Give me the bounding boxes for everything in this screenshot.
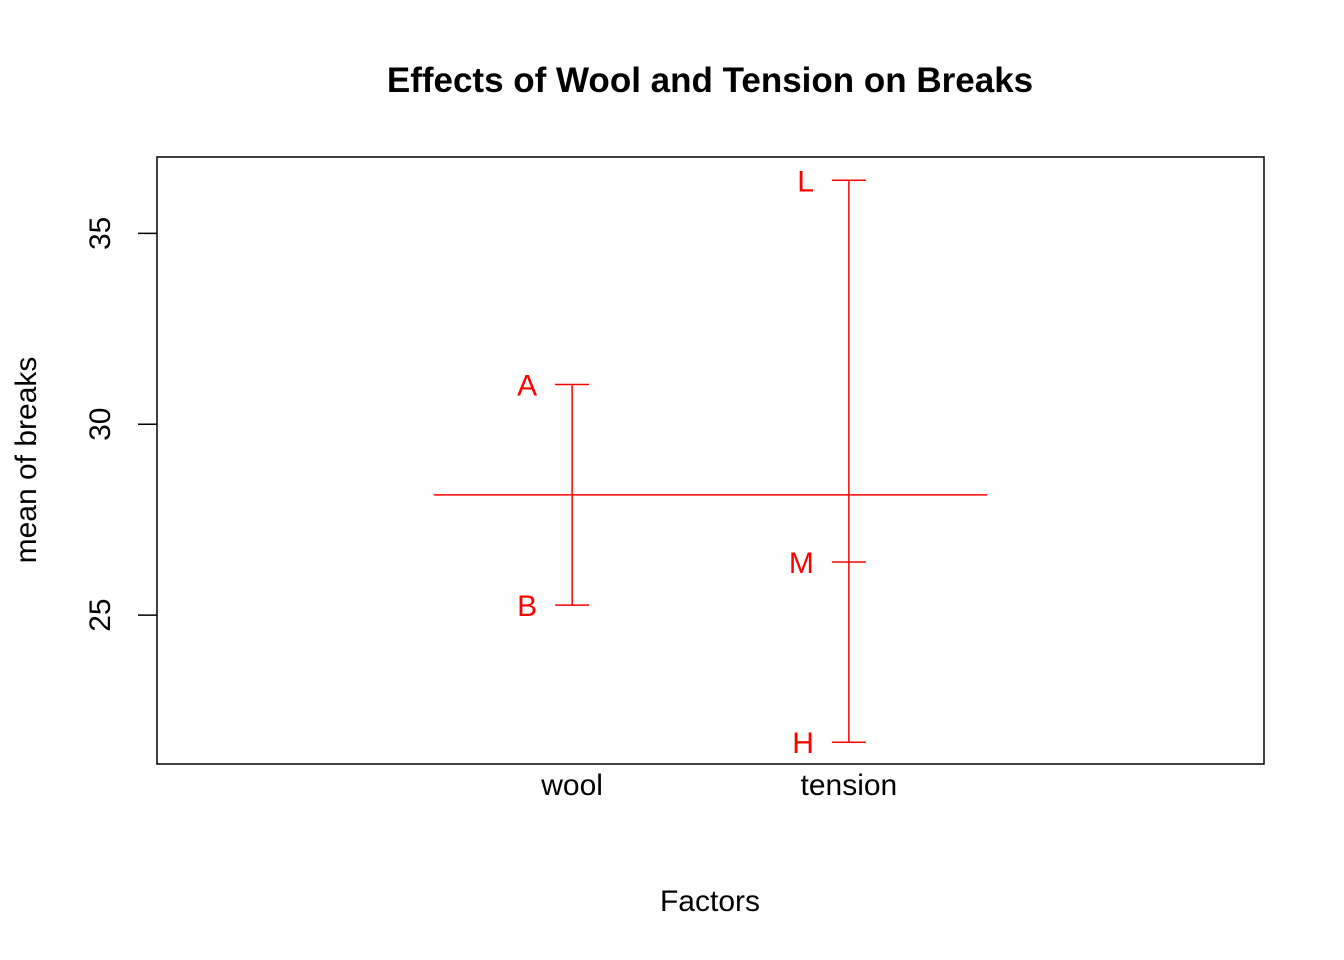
- plot-frame: [156, 156, 1265, 765]
- y-tick-label-25: 25: [84, 598, 117, 631]
- level-label-M: M: [789, 547, 814, 580]
- level-label-A: A: [517, 370, 537, 403]
- y-axis: 25 30 35: [84, 217, 157, 632]
- chart-title: Effects of Wool and Tension on Breaks: [387, 61, 1033, 100]
- x-tick-label-tension: tension: [801, 769, 898, 802]
- level-label-L: L: [797, 165, 814, 198]
- level-label-H: H: [792, 727, 814, 760]
- chart-marks: A B L M H: [433, 165, 988, 760]
- x-axis-label: Factors: [660, 885, 760, 918]
- y-tick-label-35: 35: [84, 217, 117, 250]
- x-axis: wool tension: [540, 769, 897, 802]
- y-tick-label-30: 30: [84, 408, 117, 441]
- x-tick-label-wool: wool: [540, 769, 603, 802]
- y-axis-label: mean of breaks: [10, 357, 43, 564]
- level-label-B: B: [517, 590, 537, 623]
